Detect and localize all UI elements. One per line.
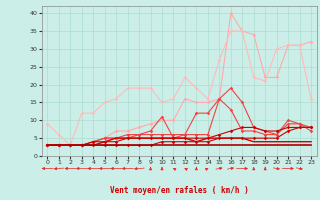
Text: Vent moyen/en rafales ( km/h ): Vent moyen/en rafales ( km/h )	[110, 186, 249, 195]
